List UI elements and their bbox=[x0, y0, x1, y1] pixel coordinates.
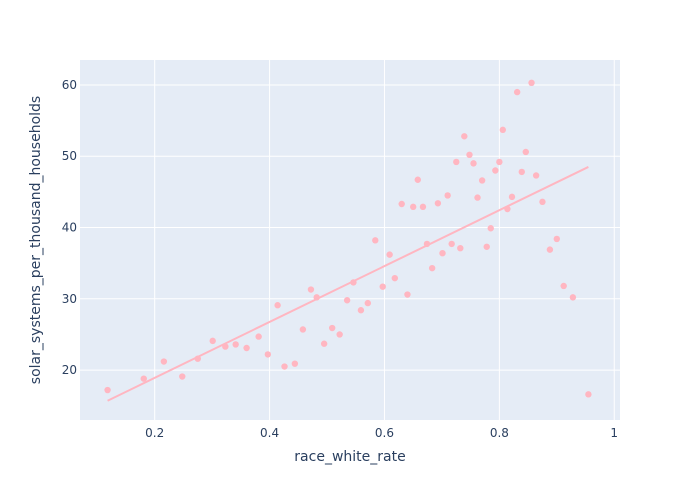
data-points bbox=[104, 79, 592, 398]
x-tick-label: 0.6 bbox=[375, 426, 394, 440]
data-point bbox=[386, 251, 393, 258]
data-point bbox=[518, 168, 525, 176]
data-point bbox=[194, 355, 201, 362]
data-point bbox=[264, 351, 272, 358]
data-point bbox=[496, 158, 503, 166]
data-point bbox=[453, 158, 460, 166]
data-point bbox=[423, 240, 431, 248]
data-point bbox=[391, 274, 399, 282]
trend-line bbox=[107, 166, 589, 402]
data-point bbox=[448, 240, 455, 248]
x-tick-label: 0.8 bbox=[490, 426, 509, 440]
data-point bbox=[307, 286, 315, 293]
data-point bbox=[209, 337, 216, 345]
data-point bbox=[478, 177, 486, 184]
data-point bbox=[409, 203, 417, 211]
data-point bbox=[414, 176, 421, 183]
data-point bbox=[487, 225, 494, 232]
data-point bbox=[350, 279, 357, 286]
data-point bbox=[255, 333, 262, 340]
data-point bbox=[492, 167, 499, 174]
y-tick-label: 50 bbox=[62, 149, 77, 163]
y-tick-label: 40 bbox=[62, 221, 77, 235]
data-point bbox=[522, 148, 529, 156]
data-point bbox=[379, 283, 386, 290]
data-point bbox=[428, 264, 436, 272]
data-point bbox=[444, 192, 451, 199]
data-point bbox=[274, 302, 281, 309]
data-point bbox=[291, 360, 299, 367]
data-point bbox=[560, 282, 567, 290]
data-point bbox=[140, 375, 147, 382]
data-point bbox=[372, 237, 379, 244]
data-point bbox=[504, 205, 511, 213]
data-point bbox=[470, 160, 477, 167]
y-tick-label: 60 bbox=[62, 78, 77, 92]
data-point bbox=[528, 79, 535, 87]
y-tick-label: 20 bbox=[62, 363, 77, 377]
data-point bbox=[343, 297, 351, 304]
data-point bbox=[281, 363, 288, 370]
data-point bbox=[585, 391, 592, 398]
data-point bbox=[104, 386, 111, 394]
data-point bbox=[320, 340, 328, 347]
data-point bbox=[364, 299, 372, 307]
x-tick-label: 1 bbox=[610, 426, 618, 440]
data-point bbox=[357, 307, 365, 314]
data-point bbox=[434, 200, 442, 207]
data-point bbox=[474, 194, 481, 201]
data-point bbox=[539, 198, 546, 206]
data-point bbox=[179, 373, 186, 380]
data-point bbox=[160, 358, 168, 365]
data-point bbox=[569, 294, 577, 301]
data-point bbox=[299, 326, 307, 333]
data-point bbox=[398, 200, 405, 208]
x-tick-label: 0.4 bbox=[260, 426, 279, 440]
data-point bbox=[328, 324, 336, 332]
data-point bbox=[532, 172, 540, 179]
data-point bbox=[439, 249, 446, 257]
data-point bbox=[546, 246, 554, 253]
y-tick-labels: 20 30 40 50 60 bbox=[62, 78, 77, 377]
y-axis-title: solar_systems_per_thousand_households bbox=[28, 96, 44, 384]
data-point bbox=[336, 331, 343, 338]
x-axis-title: race_white_rate bbox=[294, 449, 405, 465]
data-point bbox=[508, 193, 516, 201]
data-point bbox=[243, 344, 250, 352]
data-point bbox=[513, 88, 521, 96]
data-point bbox=[461, 133, 468, 140]
data-point bbox=[553, 235, 561, 243]
data-point bbox=[232, 341, 239, 348]
data-point bbox=[499, 126, 507, 134]
data-point bbox=[222, 343, 229, 350]
data-point bbox=[457, 244, 464, 252]
plot-background bbox=[80, 60, 620, 420]
y-tick-label: 30 bbox=[62, 292, 77, 306]
x-tick-labels: 0.2 0.4 0.6 0.8 1 bbox=[145, 426, 618, 440]
data-point bbox=[466, 151, 473, 159]
x-tick-label: 0.2 bbox=[145, 426, 164, 440]
data-point bbox=[404, 291, 411, 298]
data-point bbox=[419, 203, 427, 211]
data-point bbox=[313, 294, 320, 301]
data-point bbox=[483, 243, 490, 250]
trend-lines bbox=[107, 166, 589, 402]
